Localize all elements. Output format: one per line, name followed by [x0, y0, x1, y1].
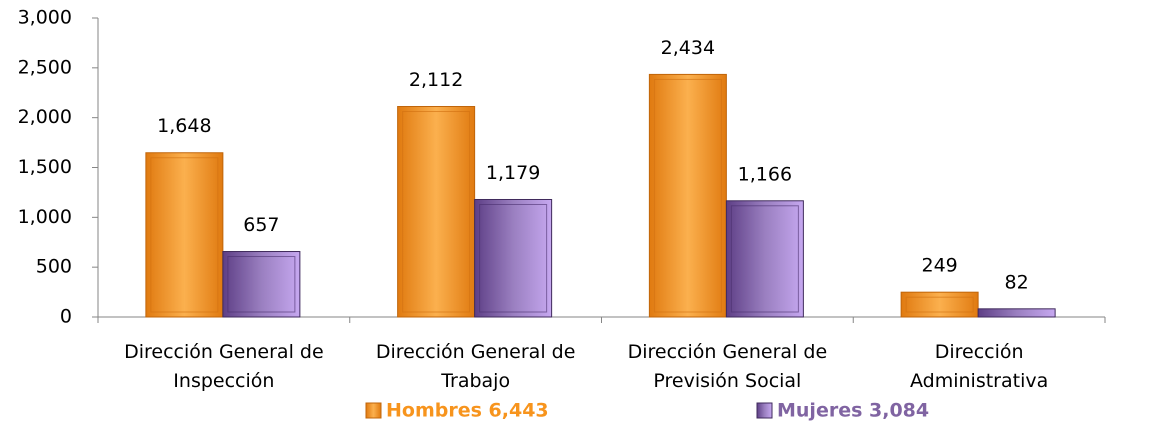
bar — [145, 152, 224, 318]
x-tick-label: Dirección Administrativa — [909, 341, 1049, 392]
y-tick-label: 2,500 — [18, 56, 72, 78]
bar-bevel — [479, 203, 548, 313]
y-tick-label: 0 — [60, 306, 72, 328]
value-label: 82 — [1005, 271, 1029, 293]
bar — [474, 198, 553, 318]
legend-swatch — [365, 402, 382, 419]
bar — [725, 200, 804, 318]
bar-bevel — [227, 256, 296, 313]
y-tick-label: 1,500 — [18, 156, 72, 178]
bar-bevel — [905, 296, 974, 313]
y-tick-label: 3,000 — [18, 7, 72, 29]
y-tick-label: 1,000 — [18, 206, 72, 228]
value-label: 1,648 — [157, 115, 211, 137]
bar — [397, 106, 476, 318]
x-tick-label: Dirección General de Previsión Social — [627, 341, 828, 392]
y-tick-label: 2,000 — [18, 106, 72, 128]
bar — [222, 251, 301, 318]
value-label: 1,166 — [738, 163, 792, 185]
legend-swatch — [756, 402, 773, 419]
y-tick-label: 500 — [36, 256, 72, 278]
value-label: 2,434 — [661, 37, 715, 59]
value-label: 657 — [243, 214, 279, 236]
bar — [648, 73, 727, 318]
bar — [900, 291, 979, 318]
value-label: 1,179 — [486, 162, 540, 184]
value-label: 249 — [921, 255, 957, 277]
x-tick-label: Dirección General de Inspección — [124, 341, 324, 392]
bar-bevel — [402, 111, 471, 313]
legend-label: Hombres 6,443 — [386, 400, 549, 422]
bar-bevel — [730, 205, 799, 313]
legend-label: Mujeres 3,084 — [777, 400, 929, 422]
x-tick-label: Dirección General de Trabajo — [375, 341, 576, 392]
bar-bevel — [653, 78, 722, 313]
bar — [977, 308, 1056, 318]
value-label: 2,112 — [409, 69, 463, 91]
bar-bevel — [150, 157, 219, 313]
